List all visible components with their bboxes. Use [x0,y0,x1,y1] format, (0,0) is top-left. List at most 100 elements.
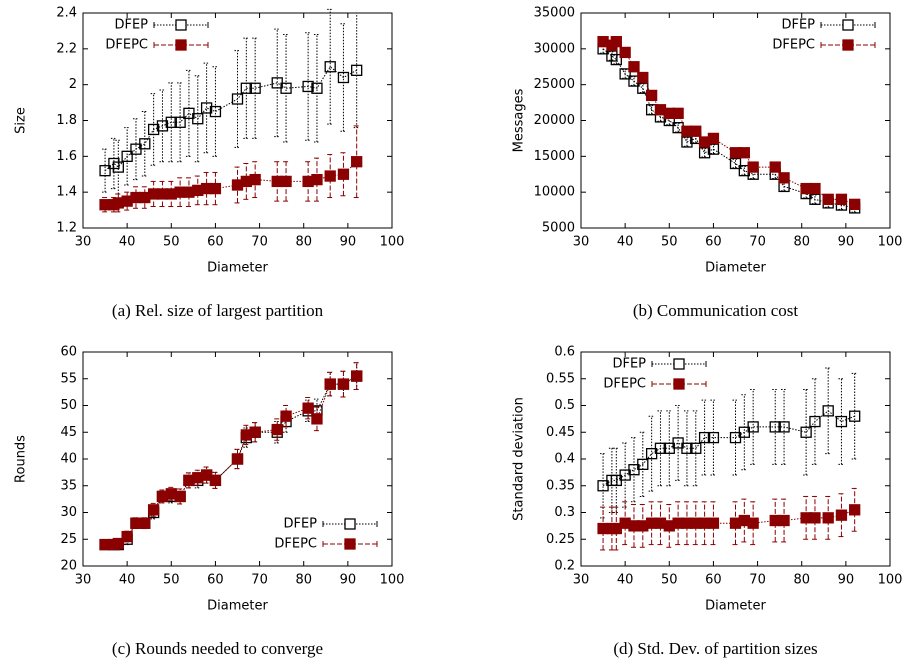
error-bar [283,161,290,202]
legend-label: DFEP [781,18,815,33]
marker [835,193,848,205]
marker [174,116,186,128]
marker [249,426,261,438]
caption: (b) Communication cost [633,301,799,320]
error-bar [639,83,646,94]
marker [778,514,790,527]
x-tick-label: 90 [838,573,855,588]
marker [628,61,640,73]
error-bar [150,93,157,166]
y-tick-label: 30000 [534,41,575,56]
legend-marker [842,39,854,51]
error-bar [838,378,845,465]
x-tick-label: 40 [617,573,634,588]
marker [835,509,848,521]
y-tick-label: 55 [60,371,77,386]
error-bar [305,161,312,202]
marker [192,113,204,125]
error-bar [710,144,717,154]
marker [822,405,834,417]
error-bar [701,147,708,158]
marker [337,378,350,390]
error-bar [750,388,757,465]
marker [849,504,861,516]
y-tick-label: 10000 [534,185,575,200]
error-bar [683,410,690,487]
marker [645,89,658,102]
error-bar [252,37,259,139]
y-tick-label: 0.2 [554,559,575,574]
y-tick-label: 5000 [542,221,575,236]
marker [112,537,124,550]
marker [690,442,702,454]
x-axis-label: Diameter [207,599,268,614]
x-tick-label: 40 [119,573,136,588]
y-tick-label: 40 [60,452,77,467]
error-bar [168,180,175,207]
x-tick-label: 60 [705,573,722,588]
y-tick-label: 30 [60,505,77,520]
x-tick-label: 60 [705,235,722,250]
marker [351,64,363,76]
error-bar [102,148,109,193]
x-tick-label: 70 [251,573,268,588]
marker [174,490,186,503]
error-bar [353,362,360,390]
legend-marker [344,518,356,530]
marker [778,172,790,184]
legend-marker [842,19,854,31]
error-bar [811,194,818,205]
marker [672,107,684,119]
error-bar [168,82,175,163]
marker [302,402,314,414]
legend-marker [344,538,356,550]
error-bar [648,104,655,115]
marker [809,193,821,205]
x-tick-label: 90 [838,235,855,250]
y-tick-label: 35000 [534,6,575,21]
error-bar [732,158,739,169]
series-line [104,66,357,172]
x-tick-label: 50 [163,573,180,588]
marker [654,442,667,454]
legend-label: DFEP [283,517,317,532]
marker [280,82,292,94]
error-bar [710,399,717,476]
x-tick-label: 90 [340,235,357,250]
caption: (d) Std. Dev. of partition sizes [613,639,817,658]
marker [121,530,133,543]
y-tick-label: 0.45 [546,425,575,440]
marker [240,82,252,94]
error-bar [613,54,620,65]
marker [690,125,702,137]
y-tick-label: 1.8 [56,113,77,128]
error-bar [234,50,241,148]
error-bar [741,394,748,471]
x-axis-label: Diameter [207,261,268,276]
marker [147,123,160,136]
marker [849,410,861,422]
error-bar [666,410,673,487]
y-tick-label: 2.4 [56,6,77,21]
error-bar [675,122,682,133]
error-bar [124,127,131,186]
error-bar [212,66,219,157]
marker [747,517,759,529]
error-bar [194,75,201,163]
error-bar [622,69,629,79]
x-tick-label: 30 [573,573,590,588]
marker [822,193,834,205]
y-tick-label: 2 [69,77,77,92]
marker [698,147,711,159]
marker [800,426,812,438]
x-tick-label: 80 [295,573,312,588]
legend-label: DFEP [114,18,148,33]
error-bar [803,388,810,476]
marker [778,421,790,433]
marker [112,161,124,173]
series-line [602,40,855,205]
marker [809,182,821,195]
error-bar [692,410,699,487]
marker [610,53,622,66]
